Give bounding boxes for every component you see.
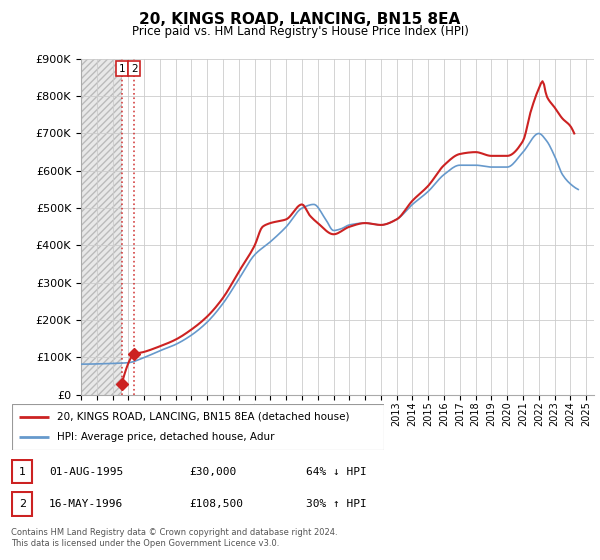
FancyBboxPatch shape <box>12 460 32 483</box>
Text: 1: 1 <box>19 466 26 477</box>
Text: 64% ↓ HPI: 64% ↓ HPI <box>306 466 367 477</box>
Text: Contains HM Land Registry data © Crown copyright and database right 2024.
This d: Contains HM Land Registry data © Crown c… <box>11 528 337 548</box>
Text: 2: 2 <box>19 499 26 509</box>
Text: 01-AUG-1995: 01-AUG-1995 <box>49 466 124 477</box>
Text: £108,500: £108,500 <box>189 499 243 509</box>
Text: 16-MAY-1996: 16-MAY-1996 <box>49 499 124 509</box>
Text: £30,000: £30,000 <box>189 466 236 477</box>
Text: Price paid vs. HM Land Registry's House Price Index (HPI): Price paid vs. HM Land Registry's House … <box>131 25 469 38</box>
Text: 2: 2 <box>131 64 137 74</box>
FancyBboxPatch shape <box>12 492 32 516</box>
Text: 20, KINGS ROAD, LANCING, BN15 8EA: 20, KINGS ROAD, LANCING, BN15 8EA <box>139 12 461 27</box>
Text: HPI: Average price, detached house, Adur: HPI: Average price, detached house, Adur <box>56 432 274 442</box>
Text: 20, KINGS ROAD, LANCING, BN15 8EA (detached house): 20, KINGS ROAD, LANCING, BN15 8EA (detac… <box>56 412 349 422</box>
FancyBboxPatch shape <box>12 404 384 450</box>
Text: 30% ↑ HPI: 30% ↑ HPI <box>306 499 367 509</box>
Text: 1: 1 <box>118 64 125 74</box>
